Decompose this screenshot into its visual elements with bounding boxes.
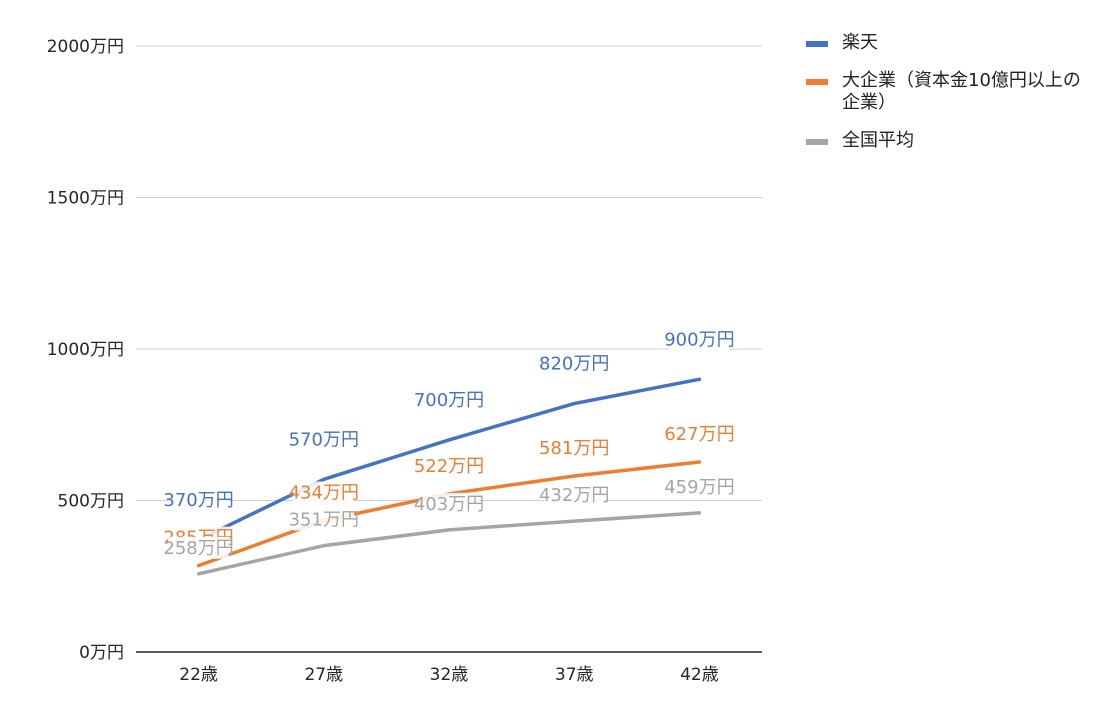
data-label: 434万円 (289, 482, 359, 503)
data-label-bg (668, 328, 730, 351)
data-label: 432万円 (539, 485, 609, 506)
y-tick-label: 1000万円 (47, 340, 124, 360)
legend-swatch (806, 41, 828, 47)
data-labels: 370万円570万円700万円820万円900万円285万円434万円522万円… (163, 328, 735, 559)
legend-item: 楽天 (806, 32, 1096, 54)
data-label-bg (418, 454, 480, 477)
data-label: 900万円 (664, 329, 734, 350)
data-label: 820万円 (539, 354, 609, 375)
line-chart: 0万円 500万円 1000万円 1500万円 2000万円 22歳 27歳 32歳 37歳 4… (47, 37, 762, 685)
x-tick-label: 22歳 (179, 665, 218, 685)
x-tick-label: 37歳 (555, 665, 594, 685)
data-label-bg (543, 352, 605, 375)
data-label-bg (668, 475, 730, 498)
data-label: 351万円 (289, 510, 359, 531)
legend-label: 大企業（資本金10億円以上の企業） (842, 70, 1081, 113)
data-label: 370万円 (163, 490, 233, 511)
series-line-3 (196, 511, 702, 576)
data-label-bg (418, 388, 480, 411)
data-label: 403万円 (414, 494, 484, 515)
y-tick-label: 0万円 (79, 643, 124, 663)
legend-item: 全国平均 (806, 130, 1096, 152)
data-label: 570万円 (289, 429, 359, 450)
y-axis-tick-labels: 0万円 500万円 1000万円 1500万円 2000万円 (47, 37, 124, 663)
data-label-bg (168, 536, 230, 559)
data-label: 581万円 (539, 438, 609, 459)
y-tick-label: 500万円 (58, 492, 124, 512)
data-label: 459万円 (664, 477, 734, 498)
data-label-bg (543, 436, 605, 459)
data-label: 700万円 (414, 390, 484, 411)
legend-swatch (806, 139, 828, 145)
data-label: 258万円 (163, 538, 233, 559)
y-tick-label: 2000万円 (47, 37, 124, 57)
gridlines (136, 45, 762, 653)
legend: 楽天大企業（資本金10億円以上の企業） 全国平均 (806, 32, 1096, 168)
data-label: 627万円 (664, 424, 734, 445)
legend-label: 楽天 (842, 32, 878, 53)
legend-swatch (806, 79, 828, 85)
data-label: 522万円 (414, 456, 484, 477)
series-line-1 (196, 377, 702, 542)
data-label-bg (293, 428, 355, 451)
x-tick-label: 27歳 (304, 665, 343, 685)
x-tick-label: 32歳 (430, 665, 469, 685)
x-tick-label: 42歳 (680, 665, 719, 685)
data-label-bg (543, 484, 605, 507)
data-label-bg (293, 508, 355, 531)
data-label-bg (168, 488, 230, 511)
legend-label: 全国平均 (842, 130, 914, 151)
data-label-bg (418, 492, 480, 515)
y-tick-label: 1500万円 (47, 189, 124, 209)
data-label-bg (668, 423, 730, 446)
legend-item: 大企業（資本金10億円以上の企業） (806, 70, 1096, 114)
data-label-bg (293, 481, 355, 504)
x-axis-tick-labels: 22歳 27歳 32歳 37歳 42歳 (179, 665, 718, 685)
